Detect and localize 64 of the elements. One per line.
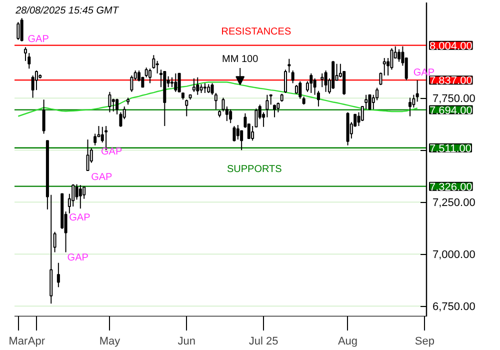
candlestick <box>269 94 272 106</box>
candlestick <box>170 76 174 88</box>
candlestick <box>320 72 324 88</box>
candlestick <box>178 72 181 92</box>
x-tick-label: Apr <box>28 336 46 348</box>
candlestick <box>86 139 90 172</box>
candlestick <box>119 112 122 128</box>
candlestick <box>368 94 372 110</box>
candlestick <box>20 18 24 42</box>
candlestick <box>108 91 112 113</box>
candlestick <box>16 22 20 40</box>
candlestick <box>53 231 56 253</box>
annotation: GAP <box>67 252 89 264</box>
y-tick-label: 7,250.00 <box>432 197 476 210</box>
x-tick-label: Mar <box>8 336 28 348</box>
candlestick <box>152 54 156 70</box>
annotation: GAP <box>100 146 122 158</box>
candlestick <box>185 99 188 117</box>
candlestick <box>236 124 240 140</box>
candlestick <box>266 94 269 118</box>
x-tick-label: May <box>99 336 121 348</box>
candlestick <box>273 104 276 118</box>
candlestick <box>203 82 206 94</box>
annotation: GAP <box>28 34 50 46</box>
candlestick <box>291 70 294 84</box>
x-tick-label: Jun <box>178 336 196 348</box>
candlestick <box>42 99 46 134</box>
candlestick <box>31 74 34 98</box>
candlestick <box>116 98 119 115</box>
candlestick <box>398 48 401 62</box>
y-tick-label: 7,750.00 <box>432 93 476 106</box>
candlestick <box>56 262 60 288</box>
candlestick <box>78 184 82 210</box>
x-tick-label: Aug <box>338 336 358 348</box>
annotation: SUPPORTS <box>226 164 282 176</box>
candlestick <box>196 76 200 96</box>
candlestick <box>416 80 419 102</box>
candlestick <box>298 80 302 100</box>
candlestick <box>229 108 232 124</box>
y-tick-label: 6,750.00 <box>432 301 476 314</box>
x-tick-label: Jul 25 <box>248 336 278 348</box>
ref-line-label: 7,511.00 <box>430 142 472 155</box>
candlestick <box>232 126 236 142</box>
candlestick <box>379 72 382 86</box>
candlestick <box>310 72 313 94</box>
annotation: RESISTANCES <box>221 26 292 38</box>
candlestick <box>324 70 328 92</box>
ref-line-label: 7,326.00 <box>430 181 472 194</box>
y-tick-label: 7,000.00 <box>432 249 476 262</box>
candlestick <box>156 60 159 74</box>
x-tick-label: Sep <box>414 336 434 348</box>
ref-line-label: 7,694.00 <box>430 104 472 117</box>
annotation: MM 100 <box>222 54 259 66</box>
annotation: GAP <box>69 212 91 224</box>
candlestick <box>130 74 134 92</box>
annotation: 28/08/2025 15:45 GMT <box>14 6 120 17</box>
annotation: GAP <box>91 172 113 183</box>
candlestick <box>174 72 178 92</box>
candlestick <box>408 97 412 117</box>
candlestick <box>112 98 115 112</box>
candlestick <box>148 68 152 84</box>
candlestick <box>382 58 386 76</box>
candlestick <box>94 133 97 146</box>
candlestick <box>192 78 196 92</box>
